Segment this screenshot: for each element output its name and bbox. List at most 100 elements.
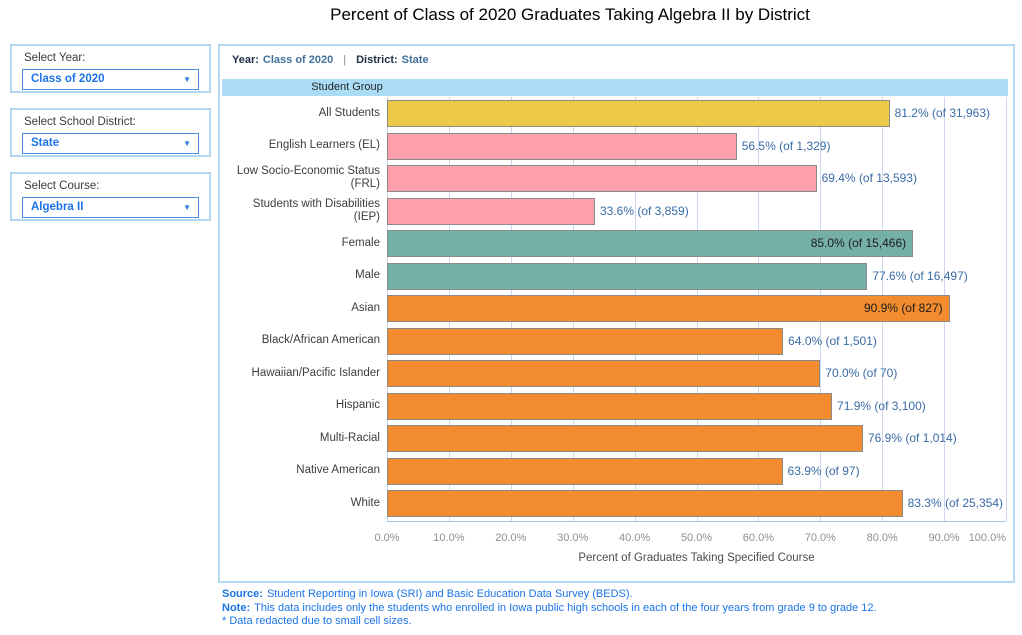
bar-9[interactable] [387,392,833,420]
filter-year-box: Select Year: Class of 2020 ▼ [10,44,211,93]
bar-10[interactable] [387,425,863,452]
chart-row: Asian 90.9% (of 827) [222,292,1006,325]
bar-value-label: 64.0% (of 1,501) [788,333,877,348]
bar-area: 69.4% (of 13,593) [387,162,1006,195]
chart-row: English Learners (EL) 56.5% (of 1,329) [222,130,1006,163]
bar-value-label: 81.2% (of 31,963) [894,106,991,121]
bar-0[interactable] [387,100,890,127]
category-label: Native American [296,464,380,477]
chevron-down-icon: ▼ [183,203,191,212]
chart-row: Male 77.6% (of 16,497) [222,260,1006,293]
category-label: Hawaiian/Pacific Islander [251,366,380,379]
bar-value-label: 83.3% (of 25,354) [907,496,1004,511]
note-text: This data includes only the students who… [254,601,877,614]
chart-row: Multi-Racial 76.9% (of 1,014) [222,422,1006,455]
bar-value-label: 71.9% (of 3,100) [837,398,926,413]
chart-row: White 83.3% (of 25,354) [222,487,1006,520]
chart-row: All Students 81.2% (of 31,963) [222,97,1006,130]
filter-district-label: Select School District: [24,116,136,128]
category-label: Male [355,269,380,282]
note-label: Note: [222,601,251,614]
page-title: Percent of Class of 2020 Graduates Takin… [330,5,810,24]
bar-11[interactable] [387,457,783,485]
chart-row: Hawaiian/Pacific Islander 70.0% (of 70) [222,357,1006,390]
x-tick-label: 20.0% [495,532,527,544]
bar-12[interactable] [387,490,903,517]
category-label: Asian [351,301,380,314]
filter-year-label: Select Year: [24,52,86,64]
bar-5[interactable] [387,262,868,290]
x-tick-label: 0.0% [374,532,400,544]
category-label: White [350,496,380,509]
year-dropdown-value: Class of 2020 [31,73,105,85]
bar-1[interactable] [387,132,737,160]
footer-notes: Source: Student Reporting in Iowa (SRI) a… [222,588,877,629]
chart-subtitle: Year: Class of 2020 | District: State [232,54,429,66]
column-header-student-group: Student Group [311,81,383,93]
bar-area: 81.2% (of 31,963) [387,97,1006,130]
chart-row: Black/African American 64.0% (of 1,501) [222,325,1006,358]
filter-district-box: Select School District: State ▼ [10,108,211,157]
source-label: Source: [222,588,263,600]
bar-value-label: 63.9% (of 97) [787,463,860,478]
x-tick-label: 30.0% [557,532,589,544]
x-axis-title: Percent of Graduates Taking Specified Co… [578,552,815,564]
bar-value-label: 70.0% (of 70) [825,366,898,381]
district-caption-value: State [401,54,429,66]
column-header-band: Student Group [222,79,1008,96]
bar-value-label: 85.0% (of 15,466) [810,236,907,251]
bar-area: 76.9% (of 1,014) [387,422,1006,455]
bar-3[interactable] [387,197,595,225]
x-axis-line [387,521,1006,522]
district-dropdown[interactable]: State ▼ [22,133,199,154]
category-label: Low Socio-Economic Status (FRL) [236,165,380,191]
x-ticks: 0.0% 10.0% 20.0% 30.0% 40.0% 50.0% 60.0% 70.0% 8… [374,532,1006,546]
bar-value-label: 33.6% (of 3,859) [599,203,689,218]
chart-row: Hispanic 71.9% (of 3,100) [222,390,1006,423]
chart-row: Students with Disabilities (IEP) 33.6% (o… [222,195,1006,228]
bar-area: 77.6% (of 16,497) [387,260,1006,293]
data-note: Note: This data includes only the student… [222,602,877,616]
category-label: English Learners (EL) [268,139,380,152]
year-caption-value: Class of 2020 [262,54,334,66]
bar-value-label: 77.6% (of 16,497) [872,268,968,283]
bar-4[interactable] [387,230,914,257]
year-caption-label: Year: [232,54,259,66]
category-label: Multi-Racial [319,431,380,444]
filter-course-label: Select Course: [24,180,100,192]
x-tick-label: 100.0% [968,532,1006,544]
gridline [1006,97,1007,521]
category-label: All Students [318,106,380,119]
filter-course-box: Select Course: Algebra II ▼ [10,172,211,221]
chart-row: Native American 63.9% (of 97) [222,455,1006,488]
chart-rows: All Students 81.2% (of 31,963) English Lea… [222,97,1006,520]
bar-area: 56.5% (of 1,329) [387,130,1006,163]
bar-area: 83.3% (of 25,354) [387,487,1006,520]
chart-panel: Year: Class of 2020 | District: State Studen… [218,44,1015,583]
category-label: Black/African American [261,334,380,347]
chart-row: Female 85.0% (of 15,466) [222,227,1006,260]
chart-row: Low Socio-Economic Status (FRL) 69.4% (of… [222,162,1006,195]
bar-8[interactable] [387,360,821,387]
bar-2[interactable] [387,165,817,192]
redaction-note: * Data redacted due to small cell sizes. [222,615,412,627]
x-tick-label: 60.0% [742,532,774,544]
category-label: Students with Disabilities (IEP) [252,197,380,223]
course-dropdown[interactable]: Algebra II ▼ [22,197,199,218]
source-note: Source: Student Reporting in Iowa (SRI) a… [222,588,877,602]
year-dropdown[interactable]: Class of 2020 ▼ [22,69,199,90]
district-caption-label: District: [356,54,398,66]
category-label: Hispanic [335,399,380,412]
district-dropdown-value: State [31,137,60,149]
bar-7[interactable] [387,327,784,355]
category-label: Female [341,236,380,249]
x-tick-label: 80.0% [866,532,898,544]
chevron-down-icon: ▼ [183,139,191,148]
bar-6[interactable] [387,295,950,322]
bar-value-label: 76.9% (of 1,014) [868,431,957,446]
source-text: Student Reporting in Iowa (SRI) and Basi… [266,588,633,600]
bar-area: 64.0% (of 1,501) [387,325,1006,358]
caption-separator: | [343,54,347,66]
bar-value-label: 69.4% (of 13,593) [821,171,917,186]
bar-value-label: 90.9% (of 827) [863,301,943,316]
